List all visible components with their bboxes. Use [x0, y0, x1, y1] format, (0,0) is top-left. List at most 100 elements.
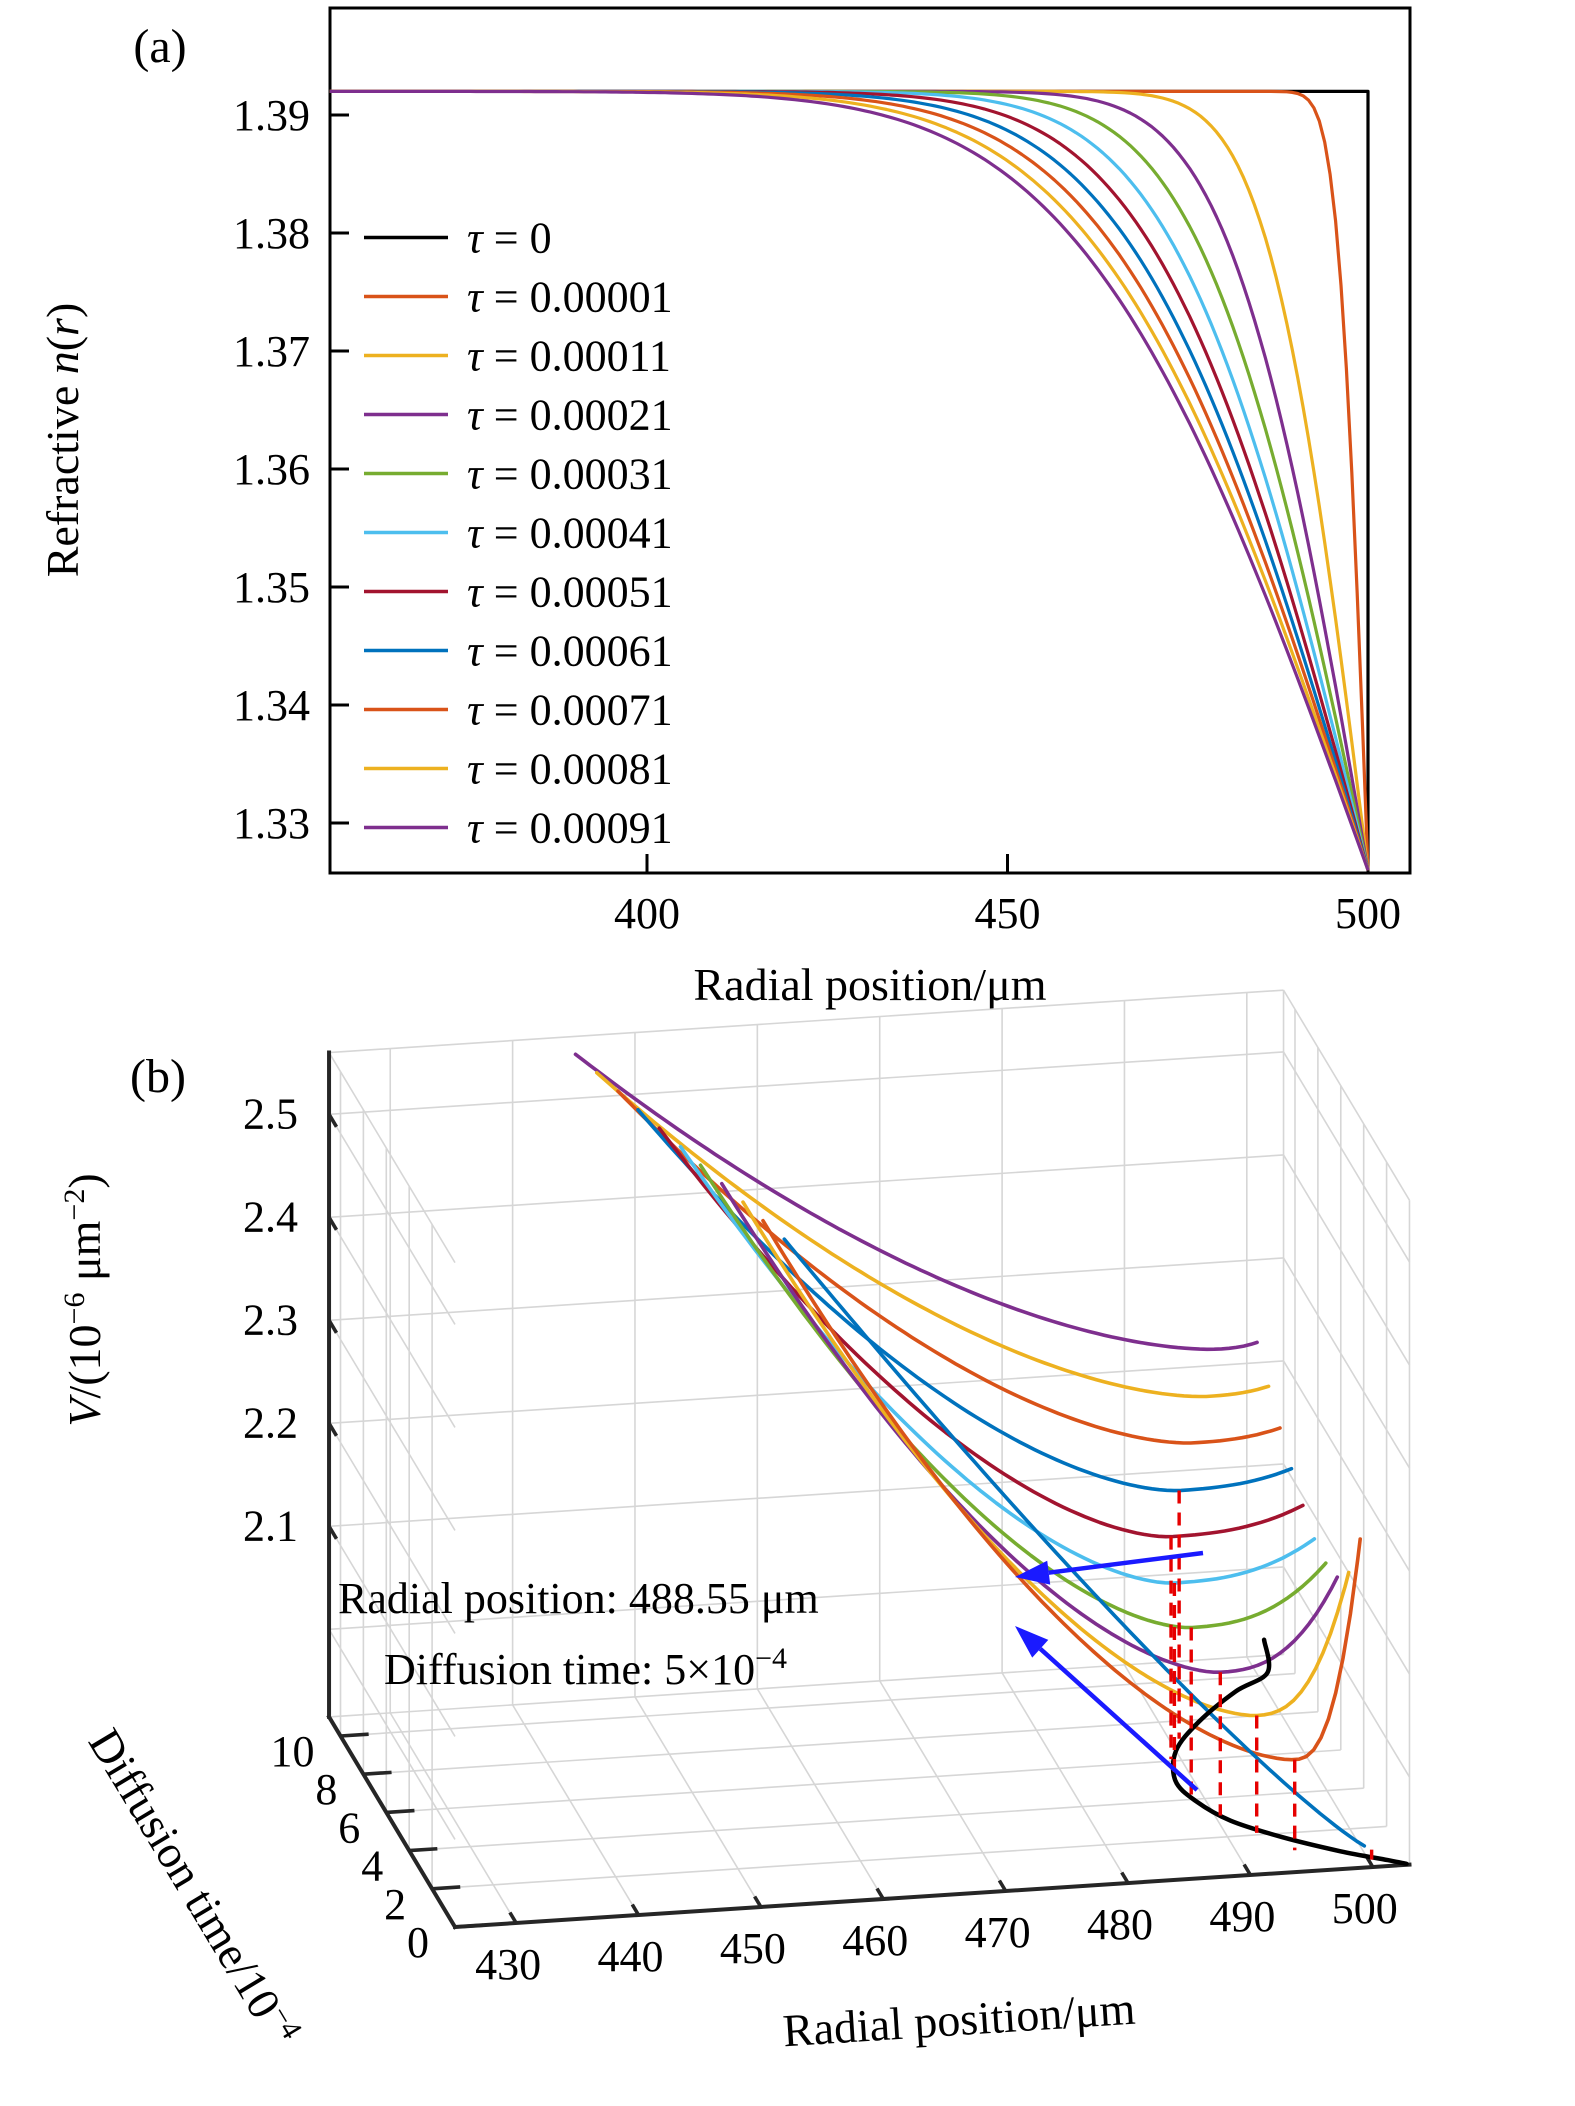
label-segment: Radial position: 488.55 μm — [338, 1574, 819, 1623]
legend-tau-value: = 0.00081 — [483, 745, 673, 794]
label-segment: ( — [37, 336, 88, 351]
y-tick-label: 1.38 — [233, 209, 310, 258]
box-edge-top-left — [328, 1052, 456, 1264]
legend-tau-value: = 0.00061 — [483, 627, 673, 676]
y-tick-label: 1.33 — [233, 799, 310, 848]
arrow-shaft — [1048, 1550, 1204, 1575]
leftwall-grid-z — [328, 1628, 456, 1840]
leftwall-grid-z — [328, 1113, 456, 1325]
box-edge-top-back — [328, 989, 1284, 1054]
legend-item: τ = 0.00021 — [364, 391, 673, 440]
y-tick-label: 4 — [361, 1842, 383, 1891]
x-tick-label: 430 — [475, 1940, 541, 1989]
panel-b-curve-t-7.1 — [636, 1108, 1294, 1493]
legend-label: τ = 0.00021 — [467, 391, 673, 440]
x-tick-label: 450 — [975, 889, 1041, 938]
legend-tau-symbol: τ — [467, 568, 485, 617]
rightwall-grid-z — [1282, 1154, 1411, 1366]
leftwall-grid-z — [328, 1216, 456, 1428]
legend-item: τ = 0.00051 — [364, 568, 673, 617]
legend-label: τ = 0.00001 — [467, 273, 673, 322]
panel-b-curve-t-2.1 — [741, 1200, 1351, 1718]
x-tick-label: 470 — [965, 1908, 1031, 1957]
legend-tau-symbol: τ — [467, 509, 485, 558]
arrow-shaft — [1038, 1647, 1199, 1792]
tick-mark — [875, 1887, 885, 1900]
legend-item: τ = 0.00031 — [364, 450, 673, 499]
x-tick-label: 490 — [1209, 1892, 1275, 1941]
y-tick-label: 0 — [407, 1918, 429, 1967]
tick-mark — [386, 1808, 415, 1815]
legend-tau-value: = 0.00041 — [483, 509, 673, 558]
legend-tau-value: = 0.00071 — [483, 686, 673, 735]
legend-label: τ = 0.00061 — [467, 627, 673, 676]
legend-label: τ = 0.00091 — [467, 804, 673, 853]
label-segment: −2 — [58, 1189, 91, 1221]
tick-mark — [1120, 1871, 1130, 1884]
legend-tau-value: = 0.00001 — [483, 273, 673, 322]
y-tick-label: 1.39 — [233, 91, 310, 140]
tick-mark — [753, 1895, 763, 1908]
z-tick-label: 2.2 — [243, 1398, 298, 1447]
y-tick-label: 10 — [271, 1727, 315, 1776]
y-tick-label: 6 — [338, 1803, 360, 1852]
floor-grid-r — [1123, 1664, 1252, 1876]
tick-mark — [327, 1422, 339, 1437]
legend-label: τ = 0.00041 — [467, 509, 673, 558]
y-tick-label: 1.37 — [233, 327, 310, 376]
legend-tau-symbol: τ — [467, 214, 485, 263]
arrow-head — [1015, 1626, 1049, 1658]
rightwall-grid-z — [1282, 1051, 1411, 1263]
panel-b-curve-t-9.1 — [595, 1071, 1271, 1399]
tick-mark — [454, 1923, 484, 1929]
label-segment: ) — [37, 303, 88, 318]
legend-label: τ = 0.00011 — [467, 332, 671, 381]
z-tick-label: 2.4 — [243, 1192, 298, 1241]
floor-grid-r — [1001, 1672, 1129, 1884]
panel-b-x-axis-label: Radial position/μm — [781, 1983, 1137, 2057]
legend-item: τ = 0.00001 — [364, 273, 673, 322]
label-segment: μm — [59, 1220, 110, 1292]
annotation-arrow-radial-position — [1015, 1550, 1204, 1585]
panel-b-label: (b) — [130, 1050, 186, 1103]
legend-item: τ = 0.00011 — [364, 332, 671, 381]
legend-label: τ = 0.00051 — [467, 568, 673, 617]
tick-mark — [340, 1732, 369, 1738]
label-segment: n — [37, 351, 88, 374]
panel-b: (b) V/(10−6 μm−2) Diffusion time/10 −4 Ra… — [58, 989, 1412, 2057]
legend-tau-symbol: τ — [467, 273, 485, 322]
rightwall-grid-z — [1282, 1566, 1411, 1778]
legend-tau-symbol: τ — [467, 804, 485, 853]
backwall-grid-z — [328, 1566, 1284, 1631]
panel-a-y-axis-label: Refractive n(r) — [37, 303, 88, 578]
label-segment: −6 — [58, 1293, 91, 1325]
backwall-grid-z — [328, 1051, 1284, 1116]
legend-tau-value: = 0.00031 — [483, 450, 673, 499]
panel-b-curve-t-1.1 — [761, 1218, 1362, 1762]
y-tick-label: 1.36 — [233, 445, 310, 494]
box-edge-top-right — [1282, 989, 1411, 1201]
legend-tau-symbol: τ — [467, 391, 485, 440]
rightwall-grid-z — [1282, 1463, 1411, 1675]
z-tick-label: 2.5 — [243, 1089, 298, 1138]
label-segment: Diffusion time/10 — [79, 1720, 291, 2027]
floor-grid-r — [634, 1696, 762, 1908]
legend-tau-value: = 0.00051 — [483, 568, 673, 617]
legend-tau-symbol: τ — [467, 450, 485, 499]
panel-b-curve-t-4.1 — [698, 1163, 1328, 1630]
label-segment: −4 — [755, 1642, 787, 1675]
backwall-grid-z — [328, 1360, 1284, 1425]
rightwall-grid-z — [1282, 1360, 1411, 1572]
x-tick-label: 480 — [1087, 1900, 1153, 1949]
tick-mark — [363, 1770, 392, 1776]
rightwall-grid-z — [1282, 1257, 1411, 1469]
x-tick-label: 460 — [842, 1916, 908, 1965]
legend-tau-value: = 0.00011 — [483, 332, 671, 381]
label-segment: r — [37, 317, 88, 336]
panel-b-curve-t-8.1 — [616, 1089, 1282, 1445]
tick-mark — [327, 1113, 339, 1128]
panel-b-curve-t-0.1 — [782, 1237, 1367, 1848]
minima-trajectory-curve — [1170, 1637, 1409, 1867]
